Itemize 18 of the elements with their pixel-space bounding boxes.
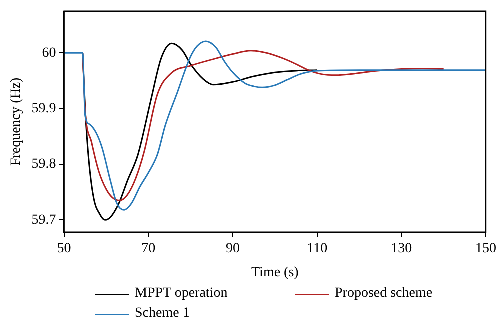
y-tick-label: 59.7 xyxy=(32,212,56,228)
x-tick-label: 110 xyxy=(307,241,328,256)
line-series xyxy=(82,42,318,221)
legend-label: MPPT operation xyxy=(135,286,228,302)
legend-label: Proposed scheme xyxy=(335,286,433,302)
line-series xyxy=(64,40,486,211)
x-tick-label: 70 xyxy=(142,241,156,256)
x-tick-label: 150 xyxy=(476,241,496,256)
x-axis-title: Time (s) xyxy=(251,265,300,280)
y-tick-label: 60 xyxy=(42,46,56,61)
y-tick-label: 59.8 xyxy=(32,157,56,172)
y-tick-label: 59.9 xyxy=(32,101,56,116)
x-tick-label: 130 xyxy=(391,241,412,256)
x-tick-label: 90 xyxy=(226,241,240,256)
line-series xyxy=(82,50,445,202)
x-tick-label: 50 xyxy=(57,241,72,256)
legend-label: Scheme 1 xyxy=(135,306,190,322)
y-axis-title: Frequency (Hz) xyxy=(9,77,24,166)
